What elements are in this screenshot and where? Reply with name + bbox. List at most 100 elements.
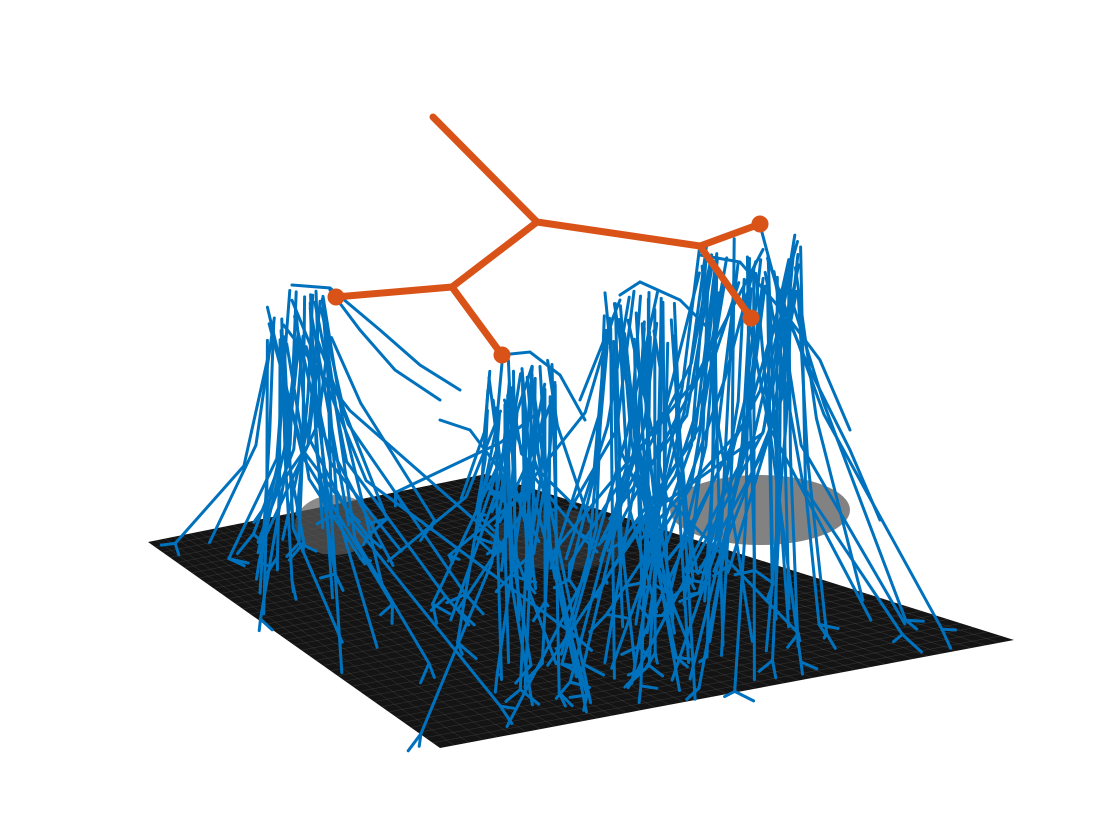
- orange-tree: [327, 113, 769, 364]
- blue-root-branch: [532, 600, 547, 623]
- blue-root-branch: [685, 686, 701, 701]
- blue-tree-line: [256, 334, 305, 544]
- blue-root-branch: [904, 618, 925, 623]
- blue-root-branch: [361, 534, 370, 547]
- blue-root-branch: [419, 661, 431, 685]
- orange-branch-mid: [533, 218, 704, 250]
- blue-root-branch: [431, 602, 439, 625]
- blue-root-branch: [543, 600, 550, 608]
- blue-tree-lines: [159, 223, 957, 753]
- blue-root-branch: [588, 612, 609, 634]
- blue-root-branch: [227, 557, 250, 565]
- blue-tree-line: [330, 336, 436, 522]
- blue-tree-line: [799, 245, 821, 626]
- blue-root-branch: [549, 508, 553, 517]
- blue-root-branch: [255, 560, 261, 581]
- blue-tree-line: [634, 311, 676, 635]
- blue-root-branch: [637, 603, 652, 622]
- mesh-line: [425, 631, 988, 738]
- orange-node-4: [742, 309, 760, 327]
- blue-root-branch: [771, 658, 778, 680]
- blue-root-branch: [753, 569, 774, 585]
- blue-tree-line: [280, 317, 294, 582]
- blue-root-branch: [493, 673, 499, 694]
- blue-tree-line: [564, 295, 631, 561]
- blue-tree-line: [459, 369, 492, 500]
- blue-tree-arc: [578, 298, 622, 402]
- blue-tree-line: [313, 300, 448, 599]
- mesh-line: [418, 627, 975, 733]
- blue-tree-line: [474, 408, 489, 515]
- blue-tree-line: [503, 403, 511, 664]
- blue-tree-line: [639, 242, 709, 585]
- blue-tree-line: [568, 271, 701, 565]
- blue-root-branch: [620, 644, 641, 656]
- blue-root-branch: [390, 602, 394, 625]
- blue-root-branch: [817, 623, 828, 637]
- blue-root-branch: [825, 632, 837, 650]
- blue-tree-arc: [618, 280, 712, 332]
- orange-node-3: [751, 215, 769, 233]
- blue-root-branch: [733, 689, 756, 703]
- blue-tree-line: [766, 254, 791, 629]
- blue-tree-line: [258, 319, 276, 595]
- blue-root-branch: [329, 514, 341, 518]
- blue-root-branch: [473, 535, 496, 556]
- blue-tree-line: [546, 358, 592, 524]
- mesh-line: [432, 635, 1001, 744]
- blue-root-branch: [606, 541, 623, 552]
- blue-root-branch: [344, 507, 351, 527]
- blue-tree-line: [173, 344, 273, 545]
- blue-root-branch: [406, 732, 423, 753]
- blue-tree-arc: [290, 283, 462, 392]
- orange-branch-right-b: [696, 242, 755, 322]
- blue-root-branch: [315, 514, 333, 526]
- blue-tree-line: [506, 358, 536, 555]
- blue-tree-line: [729, 245, 796, 566]
- blue-root-branch: [683, 568, 696, 591]
- blue-tree-line: [208, 316, 276, 545]
- blue-root-branch: [637, 684, 643, 704]
- blue-root-branch: [427, 661, 436, 679]
- blue-root-branch: [173, 541, 181, 557]
- blue-root-branch: [159, 541, 177, 547]
- blue-tree-line: [495, 365, 534, 677]
- blue-root-branch: [236, 532, 255, 555]
- blue-root-branch: [504, 688, 522, 703]
- blue-root-branch: [643, 651, 657, 671]
- blue-tree-line: [553, 383, 561, 695]
- blue-root-branch: [817, 623, 840, 630]
- blue-tree-line: [613, 302, 637, 669]
- blue-tree-line: [546, 281, 741, 667]
- blue-tree-line: [275, 338, 282, 559]
- blue-root-branch: [456, 607, 471, 627]
- blue-root-branch: [653, 613, 667, 618]
- blue-root-branch: [663, 613, 671, 624]
- blue-tree-line: [745, 255, 757, 572]
- blue-tree-line: [262, 338, 269, 616]
- blue-tree-line: [487, 376, 558, 666]
- blue-root-branch: [257, 617, 262, 633]
- blue-root-branch: [297, 541, 318, 553]
- blue-tree-line: [505, 346, 609, 729]
- blue-root-branch: [900, 633, 923, 654]
- blue-root-branch: [259, 617, 274, 632]
- blue-root-branch: [799, 660, 819, 671]
- blue-root-branch: [498, 704, 516, 710]
- orange-branch-left: [448, 218, 541, 291]
- blue-root-branch: [554, 680, 572, 700]
- blue-root-branch: [904, 618, 919, 631]
- orange-branch-right-a: [696, 220, 764, 250]
- blue-tree-line: [610, 254, 708, 670]
- blue-root-branch: [892, 633, 904, 644]
- blue-root-branch: [940, 627, 953, 650]
- blue-tree-arc: [498, 350, 587, 422]
- blue-tree-line: [637, 262, 740, 648]
- blue-tree-line: [608, 265, 714, 521]
- blue-root-branch: [605, 612, 629, 620]
- blue-tree-line: [505, 406, 533, 667]
- blue-tree-line: [494, 406, 503, 681]
- blue-tree-line: [697, 276, 765, 690]
- blue-root-branch: [765, 582, 775, 603]
